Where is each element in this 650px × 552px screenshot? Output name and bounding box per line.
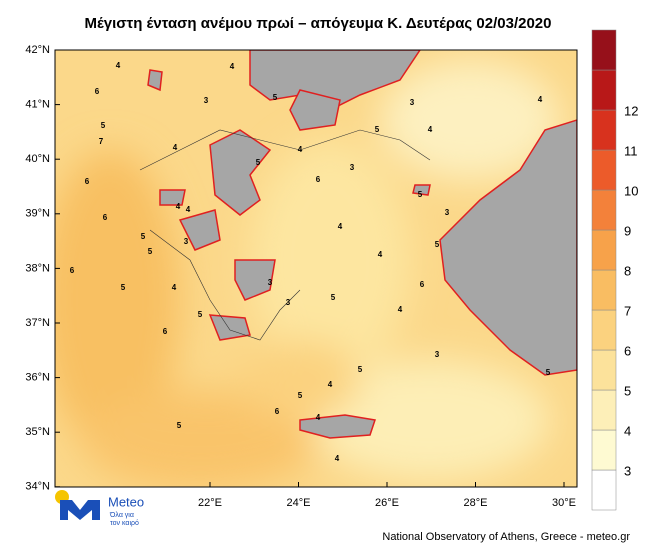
contour-label: 5: [177, 421, 182, 430]
colorbar-label: 8: [624, 263, 631, 278]
contour-label: 6: [85, 177, 90, 186]
contour-label: 4: [335, 454, 340, 463]
lat-label: 40°N: [25, 153, 50, 165]
contour-label: 4: [186, 205, 191, 214]
contour-label: 4: [538, 95, 543, 104]
colorbar-label: 3: [624, 463, 631, 478]
contour-label: 6: [103, 213, 108, 222]
contour-label: 5: [546, 368, 551, 377]
lat-label: 41°N: [25, 99, 50, 111]
lat-label: 36°N: [25, 372, 50, 384]
contour-label: 5: [331, 293, 336, 302]
lat-label: 37°N: [25, 317, 50, 329]
lon-label: 30°E: [552, 497, 576, 509]
contour-label: 6: [163, 327, 168, 336]
contour-label: 4: [378, 250, 383, 259]
colorbar: 3 4 5 6 7 8 9 10 11 12: [591, 29, 638, 511]
colorbar-bin: [591, 109, 617, 151]
lon-label: 26°E: [375, 497, 399, 509]
axes: 42°N 41°N 40°N 39°N 38°N 37°N 36°N 35°N 34°N 22°E…: [25, 44, 576, 509]
contour-label: 4: [230, 62, 235, 71]
contour-label: 4: [428, 125, 433, 134]
lon-label: 28°E: [464, 497, 488, 509]
colorbar-bin: [591, 469, 617, 511]
contour-label: 4: [316, 413, 321, 422]
contour-label: 3: [286, 298, 291, 307]
colorbar-bin: [591, 229, 617, 271]
contour-label: 5: [256, 158, 261, 167]
lat-label: 38°N: [25, 262, 50, 274]
colorbar-label: 11: [624, 143, 638, 158]
contour-label: 5: [141, 232, 146, 241]
colorbar-bin: [591, 189, 617, 231]
contour-label: 3: [410, 98, 415, 107]
colorbar-label: 10: [624, 183, 638, 198]
land-masks: [147, 50, 577, 439]
logo-slogan: τον καιρό: [110, 519, 139, 527]
logo-mark: [60, 500, 100, 520]
contour-label: 3: [268, 278, 273, 287]
contour-label: 5: [358, 365, 363, 374]
contour-labels: 4657665654434543456556434335453556454354…: [70, 61, 551, 463]
contour-label: 3: [435, 350, 440, 359]
contour-label: 4: [172, 283, 177, 292]
contour-label: 4: [116, 61, 121, 70]
contour-label: 4: [176, 202, 181, 211]
colorbar-bin: [591, 429, 617, 471]
contour-label: 5: [298, 391, 303, 400]
logo-slogan: Όλα για: [109, 512, 134, 519]
contour-label: 3: [204, 96, 209, 105]
colorbar-bin: [591, 149, 617, 191]
contour-label: 6: [95, 87, 100, 96]
contour-label: 5: [121, 283, 126, 292]
logo-name: Meteo: [108, 494, 144, 509]
map: 4657665654434543456556434335453556454354…: [55, 50, 577, 487]
contour-label: 7: [99, 137, 104, 146]
wind-field: [55, 60, 560, 487]
contour-label: 3: [445, 208, 450, 217]
colorbar-label: 5: [624, 383, 631, 398]
contour-label: 6: [70, 266, 75, 275]
lat-label: 42°N: [25, 44, 50, 56]
colorbar-bin: [591, 389, 617, 431]
contour-label: 6: [316, 175, 321, 184]
logo: Meteo Όλα για τον καιρό: [55, 490, 144, 527]
contour-label: 5: [148, 247, 153, 256]
lat-label: 34°N: [25, 481, 50, 493]
colorbar-label: 4: [624, 423, 631, 438]
colorbar-bin: [591, 349, 617, 391]
contour-label: 4: [338, 222, 343, 231]
contour-label: 5: [418, 190, 423, 199]
colorbar-label: 12: [624, 103, 638, 118]
colorbar-bin: [591, 29, 617, 71]
contour-label: 4: [328, 380, 333, 389]
credit: National Observatory of Athens, Greece -…: [382, 531, 630, 543]
colorbar-bin: [591, 269, 617, 311]
lon-label: 22°E: [198, 497, 222, 509]
title: Μέγιστη ένταση ανέμου πρωί – απόγευμα Κ.…: [85, 15, 552, 32]
contour-label: 5: [198, 310, 203, 319]
lat-label: 35°N: [25, 426, 50, 438]
contour-label: 4: [398, 305, 403, 314]
lon-label: 24°E: [287, 497, 311, 509]
colorbar-bin: [591, 69, 617, 111]
colorbar-label: 6: [624, 343, 631, 358]
contour-label: 3: [184, 237, 189, 246]
coastlines: [139, 129, 431, 341]
contour-label: 6: [275, 407, 280, 416]
contour-label: 5: [273, 93, 278, 102]
colorbar-bin: [591, 309, 617, 351]
contour-label: 3: [350, 163, 355, 172]
contour-label: 4: [173, 143, 178, 152]
contour-label: 5: [375, 125, 380, 134]
contour-label: 5: [101, 121, 106, 130]
contour-label: 5: [435, 240, 440, 249]
lat-label: 39°N: [25, 208, 50, 220]
colorbar-label: 7: [624, 303, 631, 318]
contour-label: 6: [420, 280, 425, 289]
colorbar-label: 9: [624, 223, 631, 238]
contour-label: 4: [298, 145, 303, 154]
